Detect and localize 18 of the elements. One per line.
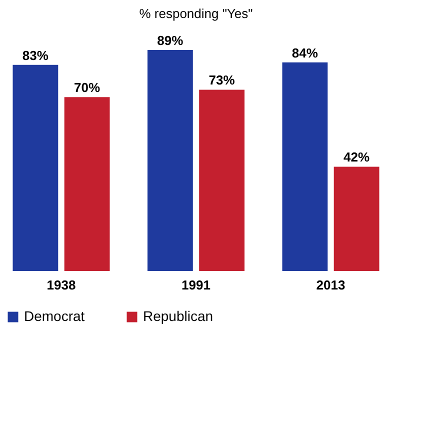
data-label: 84%	[292, 45, 318, 60]
x-tick-label: 1991	[182, 278, 210, 292]
bar	[282, 62, 328, 271]
data-label: 70%	[74, 80, 100, 96]
data-label: 73%	[208, 72, 236, 88]
x-tick-label: 1938	[46, 278, 76, 292]
data-label: 83%	[22, 48, 49, 63]
legend-label: Democrat	[24, 308, 85, 324]
bar	[334, 166, 380, 271]
chart-title: % responding "Yes"	[139, 6, 254, 21]
x-tick-label: 2013	[316, 278, 346, 292]
data-label: 42%	[344, 150, 370, 165]
bar	[199, 90, 245, 271]
bar	[64, 97, 110, 271]
bar	[12, 64, 58, 271]
legend-label: Republican	[143, 308, 214, 324]
bar	[147, 50, 193, 271]
data-label: 89%	[157, 33, 184, 48]
